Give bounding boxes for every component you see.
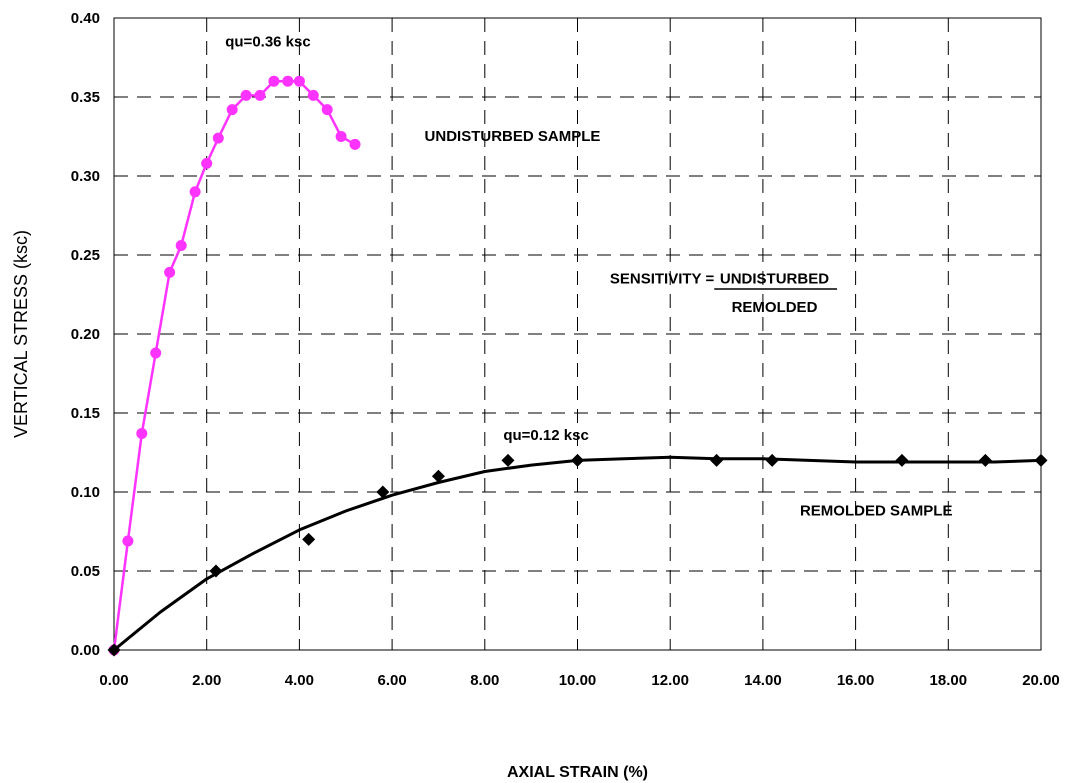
y-tick-label: 0.10	[71, 484, 100, 501]
data-point	[122, 535, 134, 547]
series	[107, 75, 1048, 657]
data-point	[431, 469, 445, 483]
y-axis-title: VERTICAL STRESS (ksc)	[11, 230, 31, 438]
data-point	[895, 453, 909, 467]
sensitivity-denominator: REMOLDED	[732, 299, 818, 316]
x-tick-label: 4.00	[285, 672, 314, 689]
data-point	[1034, 453, 1048, 467]
x-tick-label: 20.00	[1022, 672, 1060, 689]
data-point	[209, 564, 223, 578]
x-tick-label: 14.00	[744, 672, 782, 689]
data-point	[136, 428, 148, 440]
qu-remolded-annotation: qu=0.12 ksc	[503, 427, 588, 444]
sensitivity-prefix: SENSITIVITY =	[610, 270, 715, 287]
x-axis-title: AXIAL STRAIN (%)	[507, 764, 648, 781]
y-tick-label: 0.35	[71, 89, 100, 106]
data-point	[571, 453, 584, 467]
data-point	[302, 532, 316, 546]
data-point	[349, 138, 361, 150]
data-point	[189, 186, 201, 198]
y-tick-label: 0.05	[71, 563, 100, 580]
data-point	[201, 157, 213, 169]
data-point	[240, 89, 252, 101]
x-tick-label: 6.00	[377, 672, 406, 689]
x-tick-label: 18.00	[930, 672, 968, 689]
sensitivity-numerator: UNDISTURBED	[720, 270, 829, 287]
grid	[114, 18, 1041, 650]
x-tick-label: 0.00	[99, 672, 128, 689]
y-tick-label: 0.00	[71, 642, 100, 659]
x-tick-label: 12.00	[651, 672, 689, 689]
data-point	[164, 266, 176, 278]
data-point	[254, 89, 266, 101]
data-point	[175, 240, 187, 252]
qu-undisturbed-annotation: qu=0.36 ksc	[225, 33, 310, 50]
x-tick-label: 16.00	[837, 672, 875, 689]
x-tick-label: 8.00	[470, 672, 499, 689]
data-point	[335, 131, 347, 142]
data-point	[150, 347, 162, 359]
data-point	[765, 453, 779, 467]
data-point	[282, 75, 294, 87]
data-point	[293, 75, 305, 87]
y-tick-label: 0.20	[71, 326, 100, 343]
series-0	[108, 75, 361, 656]
x-tick-label: 2.00	[192, 672, 221, 689]
data-point	[307, 89, 319, 101]
data-point	[321, 104, 333, 116]
data-point	[226, 104, 238, 116]
data-point	[501, 453, 515, 467]
y-tick-label: 0.15	[71, 405, 100, 422]
undisturbed-series-label: UNDISTURBED SAMPLE	[425, 128, 601, 145]
data-point	[376, 485, 390, 499]
sensitivity-formula: SENSITIVITY = UNDISTURBED REMOLDED	[610, 270, 838, 316]
data-point	[212, 132, 224, 144]
remolded-series-label: REMOLDED SAMPLE	[800, 503, 953, 520]
series-1	[107, 453, 1048, 657]
y-tick-label: 0.30	[71, 168, 100, 185]
data-point	[710, 453, 724, 467]
plot-frame	[113, 17, 1042, 651]
data-point	[978, 453, 992, 467]
y-tick-label: 0.40	[71, 10, 100, 27]
x-tick-label: 10.00	[559, 672, 597, 689]
data-point	[268, 75, 280, 87]
y-tick-label: 0.25	[71, 247, 100, 264]
tick-labels: 0.00 2.00 4.00 6.00 8.00 10.00 12.00 14.00 16.00…	[71, 10, 1060, 689]
data-point	[107, 643, 121, 657]
